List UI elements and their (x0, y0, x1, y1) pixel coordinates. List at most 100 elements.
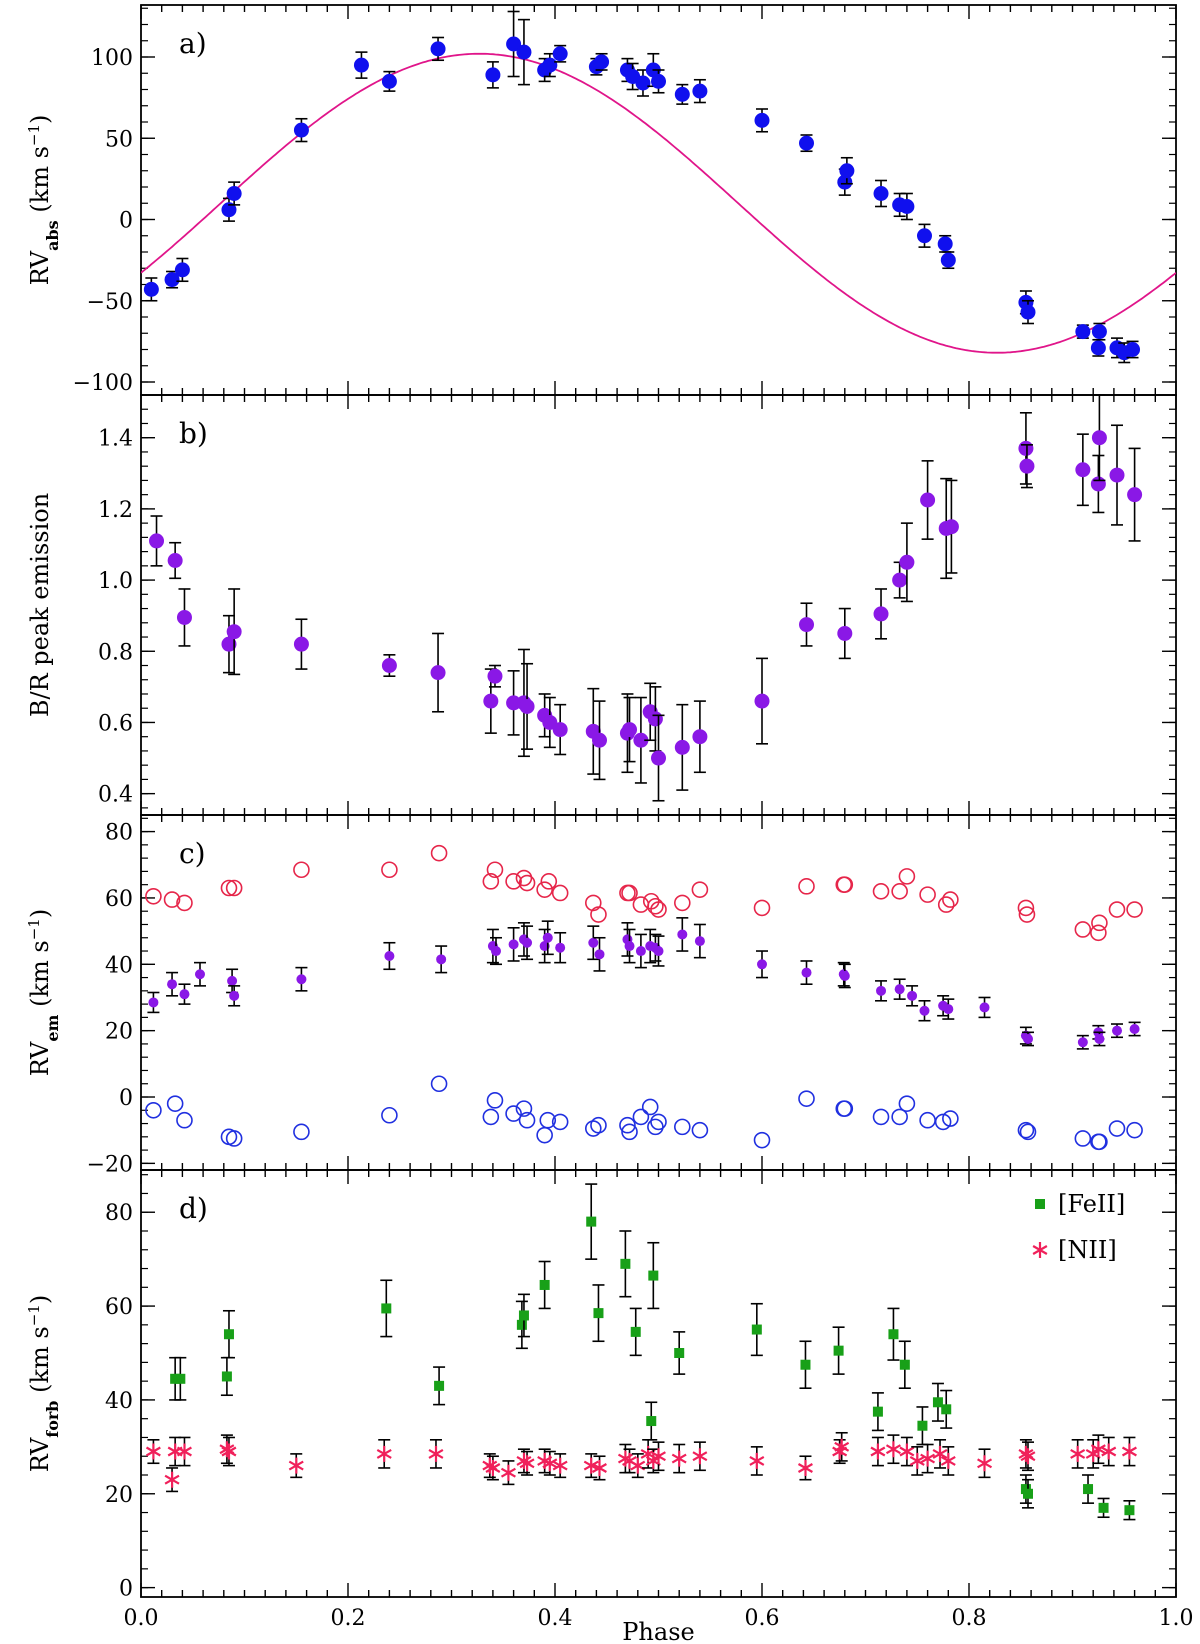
data-point (223, 1329, 234, 1340)
data-point (753, 899, 771, 917)
data-point (1126, 901, 1143, 918)
data-point (225, 879, 243, 897)
data-point (1017, 1121, 1035, 1139)
data-point (539, 1111, 557, 1129)
data-point (552, 1457, 568, 1474)
data-point (917, 1420, 928, 1431)
y-tick-label: 80 (105, 1201, 133, 1226)
data-point (633, 732, 649, 748)
y-axis-title: RVem (km s−1) (25, 909, 62, 1076)
data-point (751, 1324, 762, 1335)
data-point (175, 1373, 186, 1384)
data-point (221, 202, 237, 218)
data-point (1019, 458, 1035, 474)
data-point (836, 876, 854, 893)
data-point (293, 861, 310, 879)
x-tick-label: 1.0 (1159, 1606, 1194, 1631)
y-tick-label: 40 (105, 1389, 133, 1414)
data-point (892, 572, 908, 588)
data-point (940, 1452, 956, 1469)
data-point (381, 658, 397, 674)
data-point (1074, 921, 1092, 938)
data-point (430, 665, 446, 681)
panel-b: 0.4 0.6 0.8 1.0 1.2 1.4 B/R peak emission b) (26, 394, 1177, 816)
data-point (519, 698, 535, 714)
y-tick-label: −20 (87, 1152, 133, 1177)
data-point (1090, 924, 1107, 942)
data-point (221, 1443, 237, 1460)
panel-a: −100 −50 0 50 100 RVabs (km s−1) a) (25, 4, 1177, 396)
data-point (179, 989, 190, 1000)
data-point (174, 262, 190, 278)
data-point (1074, 1130, 1092, 1147)
data-point (167, 553, 183, 569)
data-point (381, 73, 397, 89)
data-point (221, 636, 237, 652)
data-point (518, 874, 536, 892)
data-point (899, 554, 915, 570)
data-point (594, 54, 610, 70)
data-point (674, 739, 690, 755)
data-point (1091, 430, 1107, 446)
data-point (1019, 1123, 1037, 1141)
data-point (677, 929, 688, 940)
data-point (522, 937, 533, 948)
data-point (1090, 476, 1106, 492)
data-point (754, 693, 770, 709)
data-point (870, 1443, 886, 1460)
y-tick-label: 0 (119, 1086, 133, 1111)
data-point (937, 896, 955, 913)
data-point (176, 894, 193, 912)
data-point (518, 1310, 529, 1321)
data-point (539, 1279, 550, 1290)
data-point (648, 1270, 659, 1281)
data-point (226, 186, 242, 201)
data-point (482, 873, 500, 890)
data-point (891, 883, 908, 900)
y-tick-label: 40 (105, 953, 133, 978)
data-point (1112, 1025, 1123, 1036)
data-point (833, 1345, 844, 1356)
data-point (899, 199, 915, 214)
data-point (916, 228, 932, 244)
data-point (651, 750, 666, 766)
data-point (757, 959, 767, 970)
data-point (624, 941, 635, 952)
data-point (1098, 1502, 1109, 1513)
data-point (296, 974, 307, 985)
data-point (839, 163, 855, 179)
data-point (937, 236, 953, 252)
data-point (551, 1113, 569, 1131)
data-point (943, 519, 959, 535)
y-tick-label: 1.4 (98, 427, 133, 452)
legend-label: [FeII] (1058, 1190, 1125, 1218)
data-point (483, 693, 499, 709)
data-point (555, 942, 566, 953)
data-point (486, 861, 504, 879)
data-point (920, 492, 936, 508)
data-point (551, 884, 569, 902)
data-point (428, 1445, 444, 1462)
data-point (674, 86, 690, 102)
panel-label: b) (179, 417, 208, 450)
data-point (1091, 914, 1108, 932)
data-point (584, 1120, 602, 1137)
data-point (1018, 906, 1036, 923)
data-point (909, 1452, 925, 1469)
data-point (653, 946, 664, 957)
data-point (919, 886, 936, 903)
data-point (226, 624, 242, 640)
data-point (164, 272, 180, 288)
data-point (632, 1108, 650, 1126)
data-point (482, 1108, 500, 1126)
data-point (753, 1131, 771, 1149)
data-point (1129, 1023, 1140, 1034)
data-point (836, 1100, 854, 1117)
data-point (943, 1004, 954, 1015)
data-point (491, 946, 502, 957)
data-point (540, 873, 558, 890)
data-point (508, 939, 519, 950)
data-point (584, 894, 602, 912)
data-point (885, 1441, 901, 1458)
